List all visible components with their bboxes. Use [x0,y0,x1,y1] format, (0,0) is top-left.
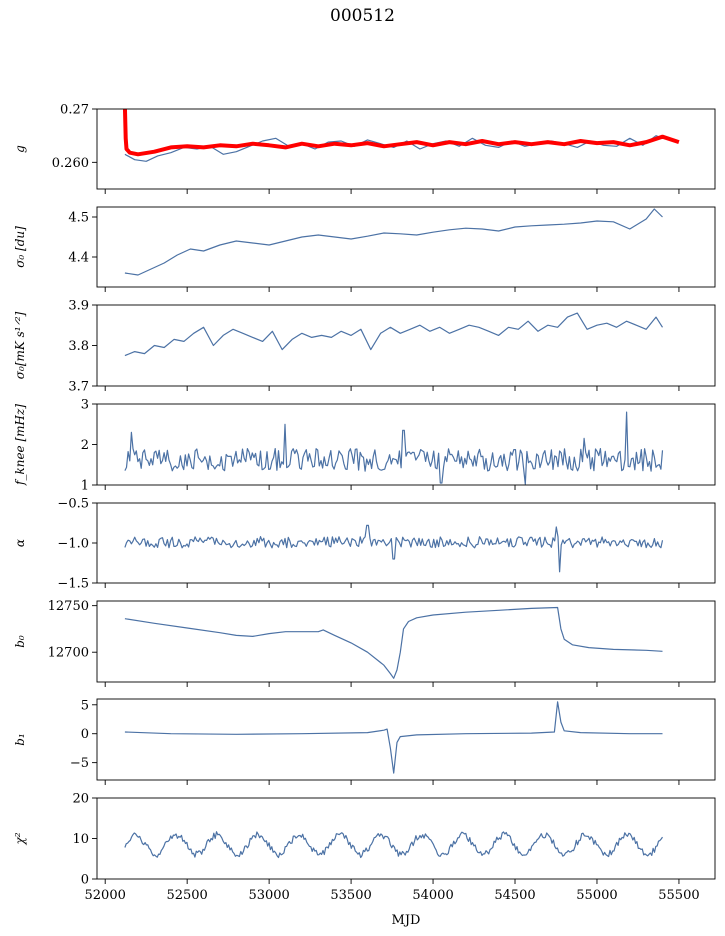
y-axis-label-sigma_du: σ₀ [du] [13,226,27,268]
series-line-chi2-chi2 [124,831,663,859]
x-axis-label: MJD [392,913,421,928]
series-line-b0-b0 [124,606,663,679]
y-tick-label-chi2: 10 [72,832,89,847]
x-tick-label: 53500 [330,888,371,903]
axes-frame-g [96,108,716,190]
axes-frame-b1 [96,698,716,781]
y-tick-label-g: 0.27 [60,103,89,118]
axes-frame-b0 [96,600,716,683]
y-tick-label-chi2: 20 [72,792,89,807]
y-tick-label-alpha: −1.5 [57,577,89,592]
y-axis-label-chi2: χ² [13,832,27,845]
y-tick-label-b0: 12700 [48,646,89,661]
axes-frame-sigma_mk [96,304,716,387]
y-tick-label-alpha: −1.0 [57,537,89,552]
series-line-alpha-alpha [124,524,664,573]
x-tick-label: 55000 [576,888,617,903]
panel-alpha: −1.5 −1.0 −0.5 α [13,497,716,592]
panel-sigma_du: 4.4 4.5 σ₀ [du] [13,206,716,292]
series-line-fknee-fknee [124,411,664,485]
panel-g: 0.260 0.27 g [13,103,716,194]
panel-b1: −5 0 5 b₁ [13,698,716,785]
axes-frame-chi2 [96,797,716,880]
y-tick-label-fknee: 2 [81,438,89,453]
x-tick-label: 53000 [248,888,289,903]
y-tick-label-b1: 5 [81,698,89,713]
series-line-g-fit [122,109,680,157]
y-tick-label-g: 0.260 [52,156,89,171]
figure-title: 000512 [330,6,395,26]
y-tick-label-sigma_mk: 3.8 [68,339,89,354]
y-tick-label-b1: −5 [70,756,89,771]
x-tick-label: 52000 [85,888,126,903]
panel-b0: 12700 12750 b₀ [13,599,716,687]
y-axis-label-fknee: f_knee [mHz] [13,404,27,486]
x-tick-label: 52500 [166,888,207,903]
x-tick-label: 54000 [412,888,453,903]
y-tick-label-chi2: 0 [81,873,89,888]
series-line-sigma_mk-sigma0_mK [124,312,664,357]
axes-frame-fknee [96,403,716,486]
y-tick-label-sigma_mk: 3.9 [68,299,89,314]
y-tick-label-fknee: 1 [81,479,89,494]
y-axis-label-g: g [13,145,27,153]
x-tick-label: 54500 [494,888,535,903]
series-line-b1-b1 [124,701,663,774]
axes-frame-sigma_du [96,206,716,288]
y-tick-label-b0: 12750 [48,599,89,614]
y-tick-label-sigma_mk: 3.7 [68,380,89,395]
y-tick-label-sigma_du: 4.4 [68,251,89,266]
y-tick-label-alpha: −0.5 [57,497,89,512]
y-axis-label-b1: b₁ [13,733,27,746]
panel-fknee: 1 2 3 f_knee [mHz] [13,398,716,494]
y-axis-label-b0: b₀ [13,635,27,648]
y-axis-label-sigma_mk: σ₀[mK s¹ᐟ²] [13,311,27,379]
series-line-sigma_du-sigma0_du [124,208,663,276]
panel-chi2: 0 10 20 52000 52500 53000 53500 54000 54500 55000… [13,792,716,903]
y-axis-label-alpha: α [13,539,27,547]
y-tick-label-sigma_du: 4.5 [68,211,89,226]
x-tick-label: 55500 [658,888,699,903]
y-tick-label-fknee: 3 [81,398,89,413]
panel-sigma_mk: 3.7 3.8 3.9 σ₀[mK s¹ᐟ²] [13,299,716,395]
y-tick-label-b1: 0 [81,727,89,742]
